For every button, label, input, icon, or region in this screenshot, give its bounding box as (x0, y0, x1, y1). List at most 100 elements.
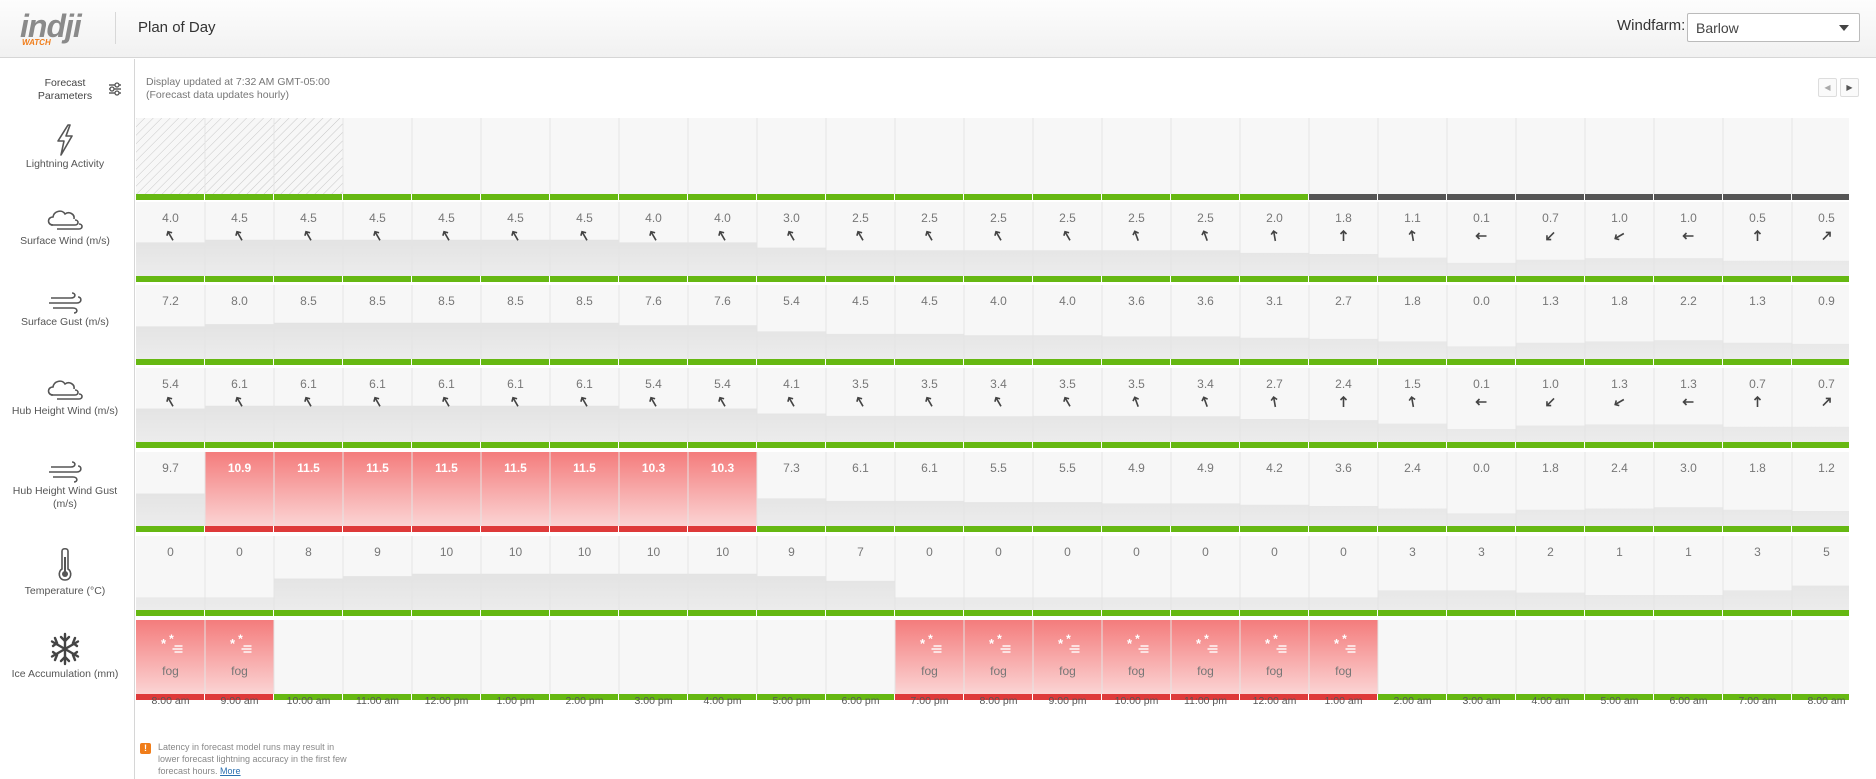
alert-cell[interactable] (412, 452, 481, 526)
value-hub_gust[interactable]: 7.3 (783, 461, 800, 475)
value-surface_gust[interactable]: 1.3 (1542, 294, 1559, 308)
value-surface_gust[interactable]: 7.6 (714, 294, 731, 308)
value-surface_gust[interactable]: 3.6 (1128, 294, 1145, 308)
more-link[interactable]: More (220, 766, 241, 776)
value-surface_gust[interactable]: 5.4 (783, 294, 800, 308)
value-hub_gust[interactable]: 6.1 (852, 461, 869, 475)
alert-cell[interactable] (1240, 620, 1309, 694)
value-temperature[interactable]: 3 (1754, 545, 1761, 559)
value-surface_gust[interactable]: 1.8 (1611, 294, 1628, 308)
value-hub_wind[interactable]: 1.0 (1542, 377, 1559, 391)
value-hub_wind[interactable]: 3.5 (852, 377, 869, 391)
next-page-button[interactable]: ▶ (1840, 78, 1859, 97)
ice-label[interactable]: fog (990, 664, 1007, 678)
value-hub_gust[interactable]: 4.2 (1266, 461, 1283, 475)
windfarm-select[interactable]: Barlow (1687, 13, 1860, 42)
value-hub_wind[interactable]: 6.1 (576, 377, 593, 391)
value-surface_gust[interactable]: 4.5 (852, 294, 869, 308)
alert-cell[interactable] (136, 620, 205, 694)
value-surface_gust[interactable]: 0.9 (1818, 294, 1835, 308)
alert-cell[interactable] (895, 620, 964, 694)
value-hub_gust[interactable]: 10.3 (642, 461, 666, 475)
value-hub_wind[interactable]: 6.1 (507, 377, 524, 391)
value-surface_wind[interactable]: 2.5 (1128, 211, 1145, 225)
value-temperature[interactable]: 10 (716, 545, 730, 559)
value-surface_gust[interactable]: 0.0 (1473, 294, 1490, 308)
value-hub_gust[interactable]: 0.0 (1473, 461, 1490, 475)
value-temperature[interactable]: 7 (857, 545, 864, 559)
value-hub_wind[interactable]: 1.5 (1404, 377, 1421, 391)
value-hub_wind[interactable]: 6.1 (300, 377, 317, 391)
value-temperature[interactable]: 0 (236, 545, 243, 559)
value-temperature[interactable]: 0 (167, 545, 174, 559)
alert-cell[interactable] (1033, 620, 1102, 694)
value-surface_gust[interactable]: 4.0 (990, 294, 1007, 308)
ice-label[interactable]: fog (1059, 664, 1076, 678)
value-hub_wind[interactable]: 1.3 (1680, 377, 1697, 391)
alert-cell[interactable] (274, 452, 343, 526)
alert-cell[interactable] (481, 452, 550, 526)
value-surface_gust[interactable]: 1.3 (1749, 294, 1766, 308)
alert-cell[interactable] (205, 620, 274, 694)
value-hub_gust[interactable]: 5.5 (1059, 461, 1076, 475)
value-surface_wind[interactable]: 0.1 (1473, 211, 1490, 225)
value-surface_wind[interactable]: 2.5 (852, 211, 869, 225)
value-hub_wind[interactable]: 4.1 (783, 377, 800, 391)
value-surface_gust[interactable]: 3.6 (1197, 294, 1214, 308)
value-hub_wind[interactable]: 2.7 (1266, 377, 1283, 391)
value-surface_gust[interactable]: 7.2 (162, 294, 179, 308)
alert-cell[interactable] (619, 452, 688, 526)
alert-cell[interactable] (1102, 620, 1171, 694)
value-hub_wind[interactable]: 3.4 (990, 377, 1007, 391)
value-hub_wind[interactable]: 6.1 (369, 377, 386, 391)
value-surface_gust[interactable]: 8.5 (507, 294, 524, 308)
value-temperature[interactable]: 10 (647, 545, 661, 559)
ice-label[interactable]: fog (162, 664, 179, 678)
value-surface_wind[interactable]: 0.5 (1749, 211, 1766, 225)
value-surface_wind[interactable]: 2.0 (1266, 211, 1283, 225)
value-temperature[interactable]: 8 (305, 545, 312, 559)
value-hub_wind[interactable]: 3.5 (1059, 377, 1076, 391)
value-temperature[interactable]: 5 (1823, 545, 1830, 559)
value-hub_wind[interactable]: 6.1 (231, 377, 248, 391)
value-hub_gust[interactable]: 11.5 (573, 461, 596, 475)
value-hub_wind[interactable]: 3.4 (1197, 377, 1214, 391)
value-hub_wind[interactable]: 5.4 (162, 377, 179, 391)
value-hub_wind[interactable]: 0.7 (1749, 377, 1766, 391)
alert-cell[interactable] (1171, 620, 1240, 694)
value-surface_wind[interactable]: 0.5 (1818, 211, 1835, 225)
ice-label[interactable]: fog (921, 664, 938, 678)
value-hub_gust[interactable]: 11.5 (435, 461, 458, 475)
value-surface_wind[interactable]: 4.5 (231, 211, 248, 225)
value-temperature[interactable]: 0 (1271, 545, 1278, 559)
value-hub_gust[interactable]: 11.5 (297, 461, 320, 475)
value-surface_gust[interactable]: 4.0 (1059, 294, 1076, 308)
value-temperature[interactable]: 10 (509, 545, 523, 559)
value-surface_wind[interactable]: 4.5 (438, 211, 455, 225)
value-surface_gust[interactable]: 8.5 (576, 294, 593, 308)
value-surface_wind[interactable]: 3.0 (783, 211, 800, 225)
value-hub_wind[interactable]: 1.3 (1611, 377, 1628, 391)
alert-cell[interactable] (343, 452, 412, 526)
value-surface_wind[interactable]: 4.0 (162, 211, 179, 225)
value-hub_wind[interactable]: 0.1 (1473, 377, 1490, 391)
value-hub_gust[interactable]: 5.5 (990, 461, 1007, 475)
value-hub_gust[interactable]: 10.3 (711, 461, 735, 475)
alert-cell[interactable] (688, 452, 757, 526)
value-surface_gust[interactable]: 4.5 (921, 294, 938, 308)
value-hub_wind[interactable]: 3.5 (1128, 377, 1145, 391)
value-hub_gust[interactable]: 6.1 (921, 461, 938, 475)
value-surface_gust[interactable]: 2.7 (1335, 294, 1352, 308)
value-hub_gust[interactable]: 4.9 (1128, 461, 1145, 475)
value-surface_wind[interactable]: 4.5 (300, 211, 317, 225)
value-hub_wind[interactable]: 0.7 (1818, 377, 1835, 391)
value-temperature[interactable]: 0 (1133, 545, 1140, 559)
alert-cell[interactable] (964, 620, 1033, 694)
value-temperature[interactable]: 10 (440, 545, 454, 559)
value-temperature[interactable]: 9 (788, 545, 795, 559)
value-hub_gust[interactable]: 1.2 (1818, 461, 1835, 475)
value-hub_gust[interactable]: 1.8 (1542, 461, 1559, 475)
value-surface_gust[interactable]: 2.2 (1680, 294, 1697, 308)
value-temperature[interactable]: 2 (1547, 545, 1554, 559)
value-surface_wind[interactable]: 1.0 (1680, 211, 1697, 225)
